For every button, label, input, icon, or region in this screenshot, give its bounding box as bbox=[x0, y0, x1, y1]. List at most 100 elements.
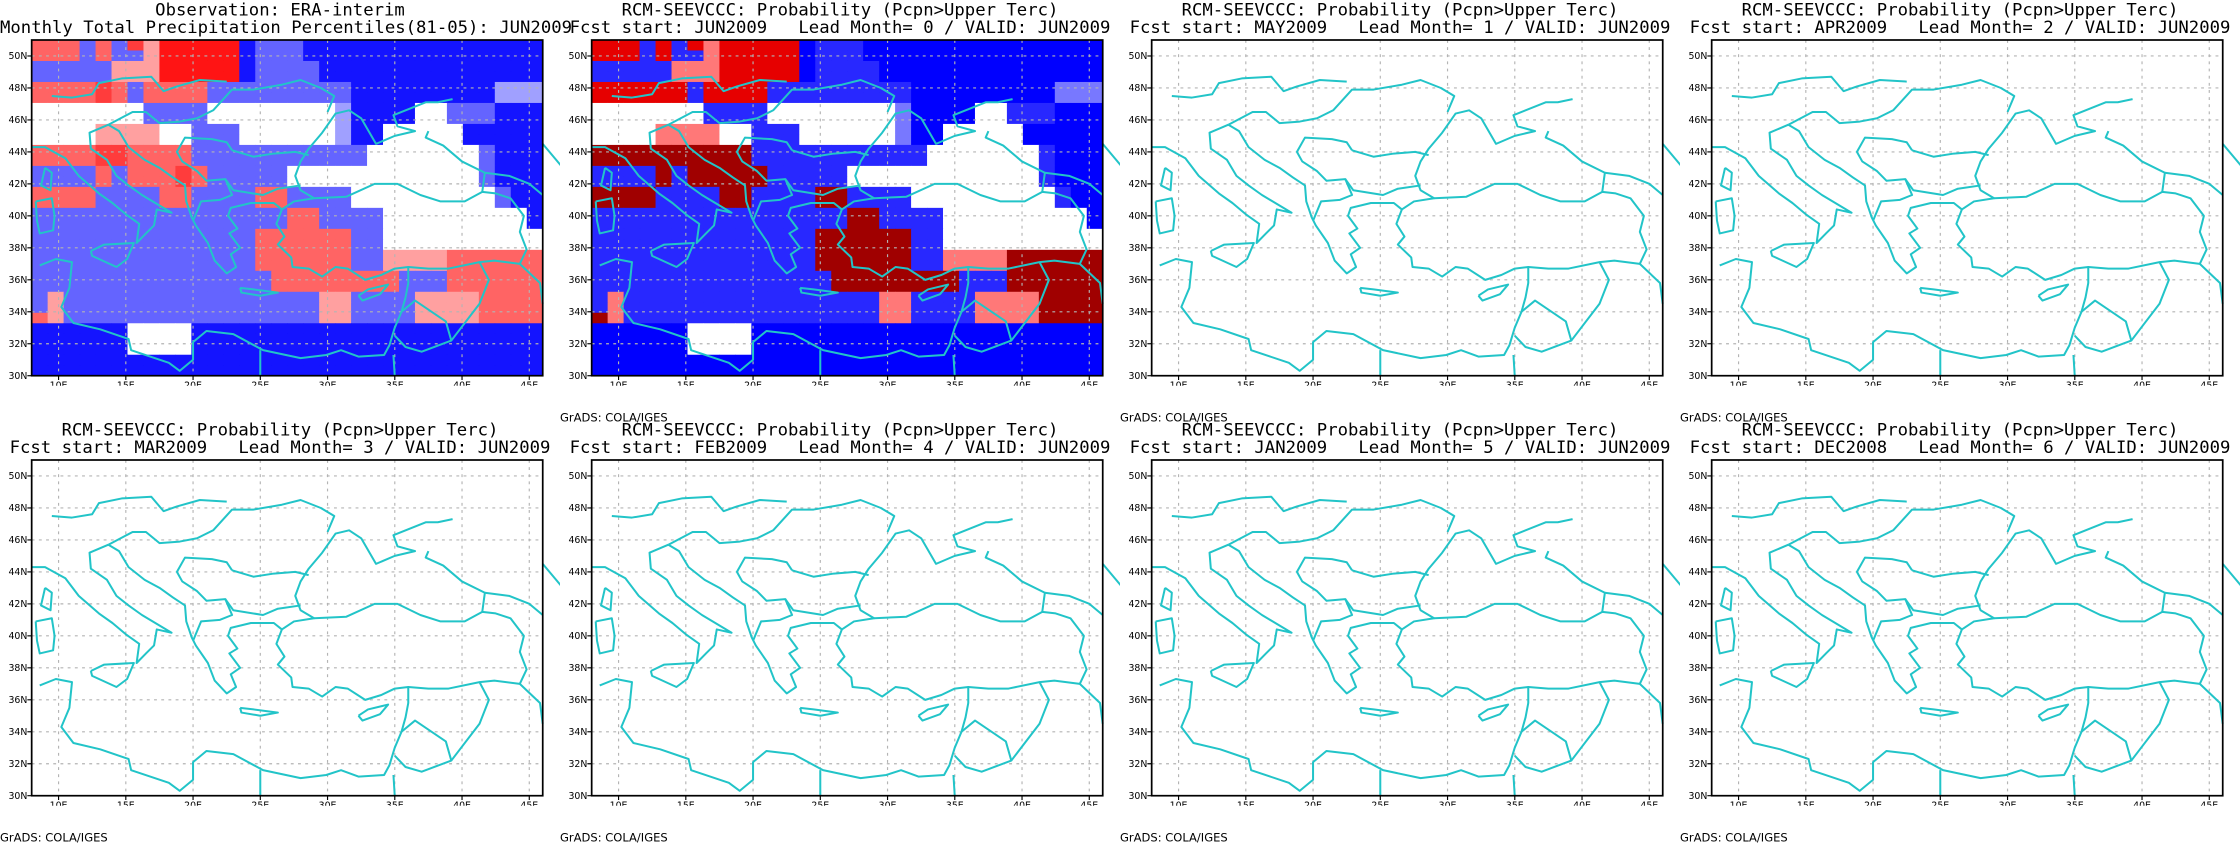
grid-cell bbox=[799, 249, 816, 261]
grid-cell bbox=[607, 176, 625, 188]
grid-cell bbox=[783, 60, 800, 72]
grid-cell bbox=[735, 281, 752, 293]
lat-tick-label: 36N bbox=[568, 695, 587, 706]
grid-cell bbox=[526, 92, 544, 104]
grid-cell bbox=[175, 354, 192, 366]
grid-cell bbox=[351, 144, 368, 156]
grid-cell bbox=[783, 50, 800, 62]
lon-tick-label: 10E bbox=[610, 381, 628, 386]
grid-cell bbox=[1038, 260, 1056, 272]
grid-cell bbox=[478, 197, 496, 209]
grid-cell bbox=[351, 81, 368, 93]
lon-tick-label: 40E bbox=[2133, 381, 2151, 386]
grid-cell bbox=[494, 155, 512, 167]
grid-cell bbox=[719, 354, 736, 366]
grid-cell bbox=[639, 291, 656, 303]
grid-cell bbox=[127, 50, 144, 62]
grid-cell bbox=[287, 302, 304, 314]
grid-cell bbox=[783, 291, 800, 303]
grid-cell bbox=[735, 260, 752, 272]
grid-cell bbox=[510, 312, 528, 324]
grid-cell bbox=[31, 155, 49, 167]
grid-cell bbox=[831, 71, 848, 83]
grid-cell bbox=[735, 113, 752, 125]
grid-cell bbox=[1054, 281, 1072, 293]
grid-cell bbox=[462, 186, 480, 198]
grid-cell bbox=[526, 113, 544, 125]
grid-cell bbox=[799, 113, 816, 125]
grid-cell bbox=[446, 102, 464, 114]
grid-cell bbox=[607, 281, 625, 293]
grid-cell bbox=[47, 365, 65, 377]
grid-cell bbox=[1054, 144, 1072, 156]
grid-cell bbox=[767, 40, 784, 51]
grid-cell bbox=[207, 165, 224, 177]
grid-cell bbox=[223, 260, 240, 272]
grid-cell bbox=[430, 312, 448, 324]
grid-cell bbox=[287, 123, 304, 135]
lon-tick-label: 10E bbox=[610, 801, 628, 806]
grid-cell bbox=[751, 113, 768, 125]
grid-cell bbox=[367, 302, 384, 314]
grid-cell bbox=[335, 354, 352, 366]
grid-cell bbox=[271, 281, 288, 293]
grid-cell bbox=[63, 186, 81, 198]
grid-cell bbox=[1038, 144, 1056, 156]
grid-cell bbox=[255, 123, 272, 135]
grid-cell bbox=[47, 218, 65, 230]
grid-cell bbox=[383, 302, 400, 314]
grid-cell bbox=[607, 249, 625, 261]
grid-cell bbox=[879, 281, 896, 293]
grid-cell bbox=[271, 354, 288, 366]
coastline-segment bbox=[40, 587, 53, 612]
grid-cell bbox=[79, 218, 96, 230]
grid-cell bbox=[623, 291, 641, 303]
coastline-segment bbox=[34, 617, 56, 655]
lat-tick-label: 40N bbox=[8, 211, 27, 222]
grid-cell bbox=[63, 239, 81, 251]
grid-cell bbox=[1006, 239, 1024, 251]
coastline-segment bbox=[1904, 598, 1981, 617]
grid-cell bbox=[31, 312, 49, 324]
grid-cell bbox=[63, 144, 81, 156]
grid-cell bbox=[271, 260, 288, 272]
grid-cell bbox=[143, 186, 160, 198]
grid-cell bbox=[767, 333, 784, 345]
grid-cell bbox=[47, 92, 65, 104]
grid-cell bbox=[1006, 333, 1024, 345]
grid-cell bbox=[1086, 102, 1104, 114]
grid-cell bbox=[207, 113, 224, 125]
grid-cell bbox=[462, 102, 480, 114]
grid-cell bbox=[943, 312, 960, 324]
grid-cell bbox=[111, 186, 128, 198]
grid-cell bbox=[398, 323, 416, 335]
grid-cell bbox=[1022, 113, 1040, 125]
lat-tick-label: 38N bbox=[1688, 663, 1707, 674]
coastlines bbox=[1151, 75, 1680, 376]
grid-cell bbox=[127, 249, 144, 261]
coastline-segment bbox=[611, 75, 787, 99]
grid-cell bbox=[207, 249, 224, 261]
grid-cell bbox=[1022, 92, 1040, 104]
grid-cell bbox=[494, 333, 512, 345]
grid-cell bbox=[943, 218, 960, 230]
coastline-segment bbox=[2130, 681, 2170, 762]
grid-cell bbox=[671, 40, 688, 51]
grid-cell bbox=[287, 291, 304, 303]
grid-cell bbox=[1070, 60, 1088, 72]
grid-cell bbox=[639, 344, 656, 356]
grid-cell bbox=[526, 197, 544, 209]
grid-cell bbox=[687, 50, 704, 62]
grid-cell bbox=[175, 197, 192, 209]
grid-cell bbox=[799, 176, 816, 188]
grid-cell bbox=[271, 155, 288, 167]
grid-cell bbox=[990, 291, 1008, 303]
grid-cell bbox=[207, 50, 224, 62]
grid-cell bbox=[863, 40, 880, 51]
grid-cell bbox=[510, 50, 528, 62]
grid-cell bbox=[735, 302, 752, 314]
grid-cell bbox=[863, 249, 880, 261]
grid-cell bbox=[974, 134, 992, 146]
grid-cell bbox=[591, 281, 609, 293]
